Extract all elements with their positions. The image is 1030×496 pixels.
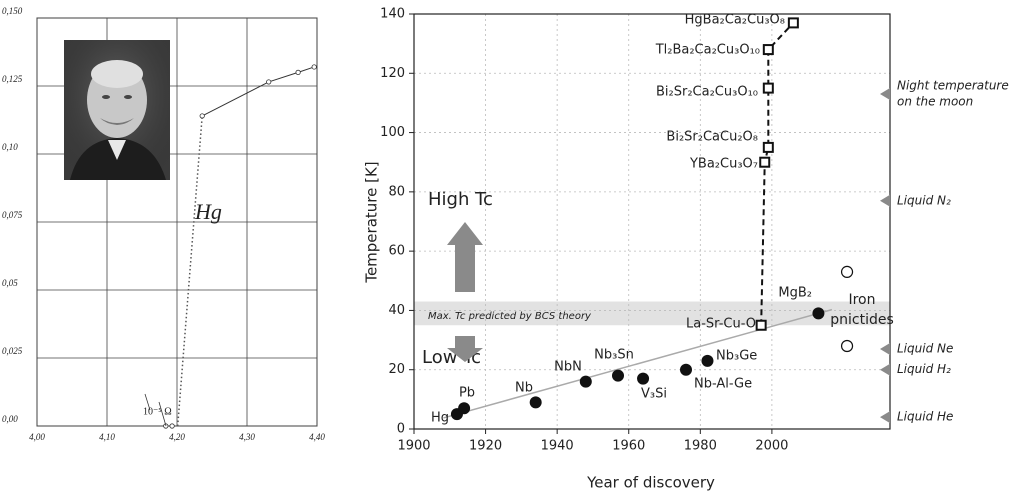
point-label: Nb (515, 381, 533, 396)
y-tick-label: 0 (397, 422, 405, 437)
y-tick-label: 120 (380, 66, 405, 81)
y-tick-label: 100 (380, 125, 405, 140)
point-label: Hg (431, 411, 449, 426)
trend-line (443, 308, 833, 419)
point-label: Nb₃Ge (716, 349, 757, 364)
resistance-line (176, 115, 203, 427)
point-label: Bi₂Sr₂Ca₂Cu₃O₁₀ (656, 85, 758, 100)
x-tick-label: 2000 (755, 439, 788, 454)
plot-frame (413, 13, 891, 430)
y-tick-label: 80 (388, 184, 405, 199)
reference-label: Night temperature (897, 79, 1009, 93)
y-tick-label: 0,125 (2, 74, 23, 84)
x-tick-label: 4,10 (99, 432, 115, 442)
data-point (169, 423, 175, 429)
data-point (759, 156, 771, 168)
point-label: MgB₂ (778, 286, 812, 301)
reference-marker (880, 363, 890, 376)
y-tick-label: 0,10 (2, 142, 18, 152)
x-tick-label: 4,00 (29, 432, 45, 442)
reference-marker (880, 194, 890, 207)
reference-label: on the moon (897, 95, 973, 109)
x-tick-label: 1980 (684, 439, 717, 454)
point-label: Nb-Al-Ge (694, 377, 752, 392)
point-label: Tl₂Ba₂Ca₂Cu₃O₁₀ (655, 43, 760, 58)
point-label: HgBa₂Ca₂Cu₃O₈ (685, 13, 785, 28)
annotation-arrow (144, 393, 151, 411)
data-point (755, 319, 767, 331)
x-tick-label: 4,40 (309, 432, 325, 442)
point-label: La-Sr-Cu-O (686, 317, 756, 332)
x-axis-label: Year of discovery (586, 474, 715, 492)
point-label: Bi₂Sr₂CaCu₂O₈ (666, 130, 758, 145)
y-tick-label: 140 (380, 7, 405, 22)
y-tick-label: 0,00 (2, 414, 18, 424)
annotation: High Tc (428, 189, 493, 210)
data-point (529, 396, 542, 409)
data-point (295, 69, 301, 76)
up-arrow (447, 222, 483, 292)
reference-label: Liquid H₂ (897, 362, 951, 376)
point-label: Iron (848, 292, 875, 308)
data-point (199, 113, 205, 119)
reference-label: Liquid N₂ (897, 193, 951, 207)
point-label: V₃Si (641, 387, 667, 402)
point-label: YBa₂Cu₃O₇ (689, 157, 758, 172)
y-tick-label: 0,05 (2, 278, 18, 288)
bcs-label: Max. Tc predicted by BCS theory (428, 311, 592, 322)
y-tick-label: 0,025 (2, 346, 23, 356)
data-point (680, 363, 692, 376)
cuprate-line (760, 22, 795, 326)
x-tick-label: 1920 (469, 439, 502, 454)
point-label: NbN (554, 360, 582, 375)
data-point (458, 402, 471, 415)
reference-marker (880, 88, 890, 101)
bcs-band (414, 301, 890, 326)
data-point (579, 375, 592, 388)
point-label: Nb₃Sn (594, 348, 634, 363)
x-tick-label: 4,30 (239, 432, 255, 442)
y-tick-label: 0,150 (2, 6, 23, 16)
reference-label: Liquid He (897, 410, 953, 424)
reference-label: Liquid Ne (897, 341, 953, 355)
data-point (762, 141, 774, 153)
reference-marker (880, 342, 890, 355)
data-point (840, 339, 854, 353)
data-point (637, 372, 650, 385)
x-tick-label: 1900 (397, 439, 430, 454)
y-axis-label: Temperature [K] (363, 161, 381, 283)
x-tick-label: 1960 (612, 439, 645, 454)
data-point (701, 354, 714, 367)
data-point (266, 79, 272, 85)
annotation: Hg (194, 199, 222, 224)
resistance-line (201, 66, 315, 117)
data-point (762, 44, 774, 56)
x-tick-label: 4,20 (169, 432, 185, 442)
y-tick-label: 20 (388, 362, 405, 377)
data-point (787, 17, 799, 29)
data-point (840, 265, 854, 278)
data-point (612, 369, 624, 382)
reference-marker (880, 411, 890, 424)
data-point (812, 307, 825, 320)
annotation: 10⁻⁵ Ω (143, 406, 172, 417)
data-point (762, 82, 774, 94)
y-tick-label: 40 (388, 303, 405, 318)
x-tick-label: 1940 (541, 439, 574, 454)
y-tick-label: 60 (388, 244, 405, 259)
point-label: Pb (459, 386, 475, 401)
down-arrow (447, 336, 483, 362)
annotation-arrow (158, 401, 167, 427)
data-point (311, 64, 317, 70)
point-label: pnictides (830, 312, 894, 328)
y-tick-label: 0,075 (2, 210, 23, 220)
portrait-photo (64, 40, 170, 180)
